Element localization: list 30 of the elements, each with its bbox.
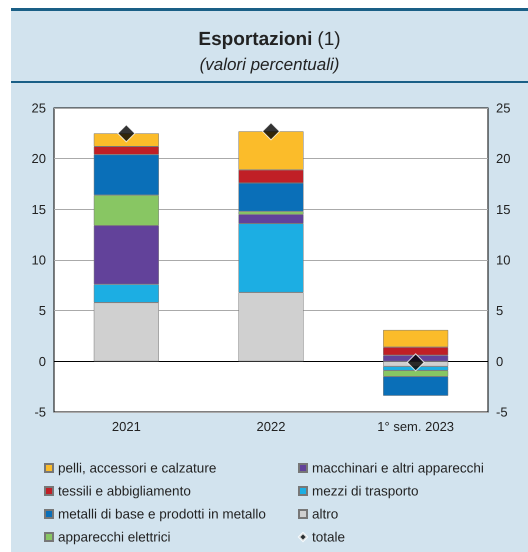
legend-label: pelli, accessori e calzature xyxy=(58,460,216,476)
point xyxy=(117,124,136,142)
legend-label: altro xyxy=(312,506,338,522)
legend-label: tessili e abbigliamento xyxy=(58,484,191,498)
y-tick-label: -5 xyxy=(34,404,46,420)
chart-title: Esportazioni (1) xyxy=(198,29,341,50)
y-tick-label: 25 xyxy=(32,100,46,116)
y2-tick-label: 25 xyxy=(496,100,510,116)
x-tick-label: 1° sem. 2023 xyxy=(377,419,454,434)
x-tick-label: 2021 xyxy=(112,419,141,434)
y-tick-label: 20 xyxy=(32,151,46,166)
legend-label: apparecchi elettrici xyxy=(58,530,171,544)
legend-label: metalli di base e prodotti in metallo xyxy=(58,506,266,522)
y2-tick-label: 20 xyxy=(496,151,510,166)
y-tick-label: 10 xyxy=(32,252,46,268)
legend-label: totale xyxy=(312,530,346,544)
y2-tick-label: 0 xyxy=(496,354,504,369)
y2-tick-label: 5 xyxy=(496,303,504,318)
y-tick-label: 15 xyxy=(32,202,46,217)
y2-tick-label: -5 xyxy=(496,404,508,420)
legend-label: mezzi di trasporto xyxy=(312,484,419,498)
y2-tick-label: 15 xyxy=(496,202,510,217)
y-tick-label: 0 xyxy=(38,354,46,369)
point xyxy=(406,353,425,372)
x-tick-label: 2022 xyxy=(256,419,286,434)
chart-subtitle: (valori percentuali) xyxy=(200,55,340,74)
legend-label: macchinari e altri apparecchi xyxy=(312,460,484,476)
point xyxy=(262,122,280,140)
y-tick-label: 5 xyxy=(38,303,46,318)
y2-tick-label: 10 xyxy=(496,252,510,268)
